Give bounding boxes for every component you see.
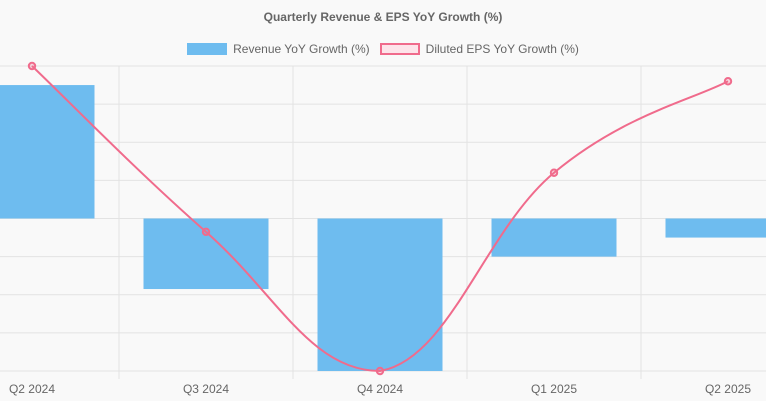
legend: Revenue YoY Growth (%) Diluted EPS YoY G… (0, 42, 766, 56)
legend-item-revenue[interactable]: Revenue YoY Growth (%) (187, 42, 370, 56)
revenue-bar-q2-2024 (0, 85, 95, 219)
eps-point-q3-2024 (201, 227, 211, 237)
legend-label-revenue: Revenue YoY Growth (%) (233, 42, 370, 56)
x-tick-q2-2025: Q2 2025 (705, 382, 751, 396)
eps-line (31, 65, 729, 373)
revenue-bar-q2-2025 (665, 218, 766, 238)
legend-swatch-eps (379, 43, 420, 55)
revenue-bar-q4-2024 (317, 218, 443, 371)
eps-line-path (31, 65, 729, 373)
x-tick-q3-2024: Q3 2024 (183, 382, 229, 396)
legend-swatch-revenue (187, 43, 228, 55)
x-tick-q4-2024: Q4 2024 (357, 382, 403, 396)
x-tick-q1-2025: Q1 2025 (531, 382, 577, 396)
revenue-bar-q1-2025 (491, 218, 617, 257)
x-tick-labels: Q2 2024 Q3 2024 Q4 2024 Q1 2025 Q2 2025 (9, 382, 751, 396)
x-tick-q2-2024: Q2 2024 (9, 382, 55, 396)
legend-item-eps[interactable]: Diluted EPS YoY Growth (%) (379, 42, 579, 56)
chart-title: Quarterly Revenue & EPS YoY Growth (%) (263, 10, 503, 24)
eps-point-q2-2025 (723, 77, 733, 86)
eps-point-q4-2024 (375, 366, 385, 376)
legend-label-eps: Diluted EPS YoY Growth (%) (425, 42, 579, 56)
eps-point-q2-2024 (27, 61, 37, 71)
revenue-bars (0, 85, 766, 371)
eps-points (27, 61, 733, 376)
eps-point-q1-2025 (549, 168, 559, 177)
revenue-bar-q3-2024 (143, 218, 269, 290)
